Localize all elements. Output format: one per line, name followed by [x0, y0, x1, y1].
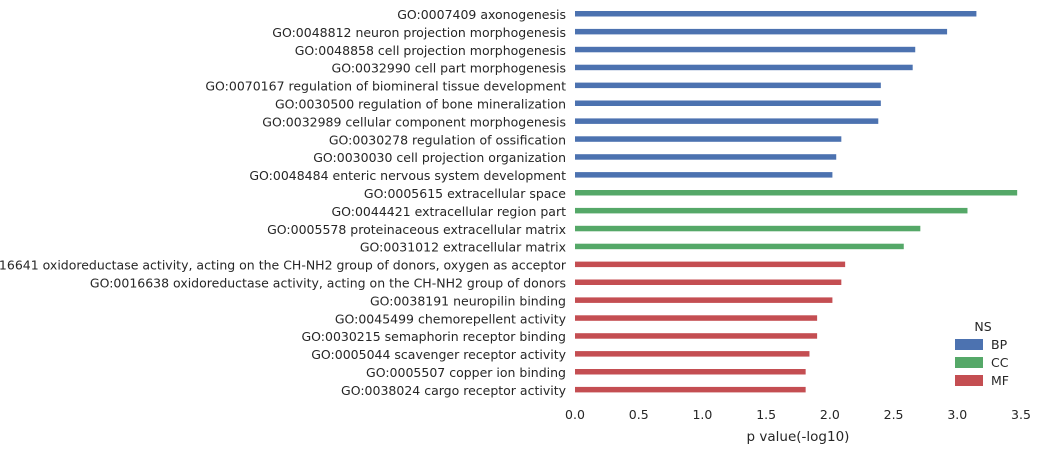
bar-mf [575, 369, 806, 375]
category-label: GO:0048858 cell projection morphogenesis [295, 43, 566, 58]
category-label: GO:0070167 regulation of biomineral tiss… [205, 79, 566, 94]
category-label: GO:0031012 extracellular matrix [360, 240, 566, 255]
legend: NS BP CC MF [955, 319, 1009, 388]
category-label: GO:0032989 cellular component morphogene… [262, 114, 566, 129]
legend-title: NS [974, 319, 991, 334]
category-label: GO:0005044 scavenger receptor activity [311, 347, 566, 362]
category-label: GO:0030030 cell projection organization [313, 150, 566, 165]
x-tick-label: 3.5 [1011, 407, 1031, 422]
x-tick-label: 2.0 [820, 407, 840, 422]
bar-bp [575, 172, 833, 178]
bar-mf [575, 315, 818, 321]
x-axis-ticks: 0.0 0.5 1.0 1.5 2.0 2.5 3.0 3.5 [565, 407, 1031, 422]
category-label: GO:0005578 proteinaceous extracellular m… [267, 222, 566, 237]
bars-layer [575, 11, 1018, 393]
category-label: GO:0007409 axonogenesis [397, 7, 566, 22]
bar-cc [575, 190, 1018, 196]
bar-bp [575, 100, 881, 106]
category-label: GO:0045499 chemorepellent activity [335, 311, 567, 326]
bar-bp [575, 154, 837, 160]
x-tick-label: 3.0 [947, 407, 967, 422]
category-label: GO:0005507 copper ion binding [366, 365, 566, 380]
category-label: GO:0030500 regulation of bone mineraliza… [275, 97, 566, 112]
bar-mf [575, 279, 842, 285]
category-label: GO:0005615 extracellular space [364, 186, 566, 201]
legend-swatch-cc [955, 357, 983, 368]
category-label: GO:0032990 cell part morphogenesis [332, 61, 566, 76]
bar-bp [575, 11, 977, 17]
category-label: GO:0016641 oxidoreductase activity, acti… [0, 258, 567, 273]
bar-cc [575, 243, 904, 250]
category-label: GO:0038191 neuropilin binding [370, 293, 566, 308]
legend-entries: BP CC MF [955, 337, 1009, 388]
bar-bp [575, 28, 948, 35]
bar-mf [575, 261, 846, 268]
legend-swatch-mf [955, 375, 983, 386]
bar-bp [575, 136, 842, 142]
legend-label-bp: BP [991, 337, 1008, 352]
x-tick-label: 1.5 [756, 407, 776, 422]
category-label: GO:0030215 semaphorin receptor binding [301, 329, 566, 344]
category-labels: GO:0007409 axonogenesis GO:0048812 neuron… [0, 7, 567, 398]
x-tick-label: 0.0 [565, 407, 585, 422]
category-label: GO:0016638 oxidoreductase activity, acti… [90, 276, 566, 291]
bar-cc [575, 225, 921, 232]
category-label: GO:0048484 enteric nervous system develo… [249, 168, 566, 183]
x-tick-label: 1.0 [692, 407, 712, 422]
bar-mf [575, 333, 818, 339]
bar-bp [575, 82, 881, 89]
legend-label-mf: MF [991, 373, 1009, 388]
bar-mf [575, 386, 806, 393]
legend-swatch-bp [955, 339, 983, 350]
legend-label-cc: CC [991, 355, 1009, 370]
bar-mf [575, 351, 810, 357]
bar-bp [575, 64, 913, 71]
bar-cc [575, 207, 968, 214]
category-label: GO:0030278 regulation of ossification [329, 132, 566, 147]
x-tick-label: 0.5 [629, 407, 649, 422]
bar-bp [575, 118, 879, 124]
x-axis-label: p value(-log10) [747, 429, 850, 445]
bar-mf [575, 297, 833, 303]
x-tick-label: 2.5 [884, 407, 904, 422]
category-label: GO:0038024 cargo receptor activity [341, 383, 567, 398]
category-label: GO:0044421 extracellular region part [331, 204, 566, 219]
bar-bp [575, 46, 916, 53]
category-label: GO:0048812 neuron projection morphogenes… [272, 25, 566, 40]
